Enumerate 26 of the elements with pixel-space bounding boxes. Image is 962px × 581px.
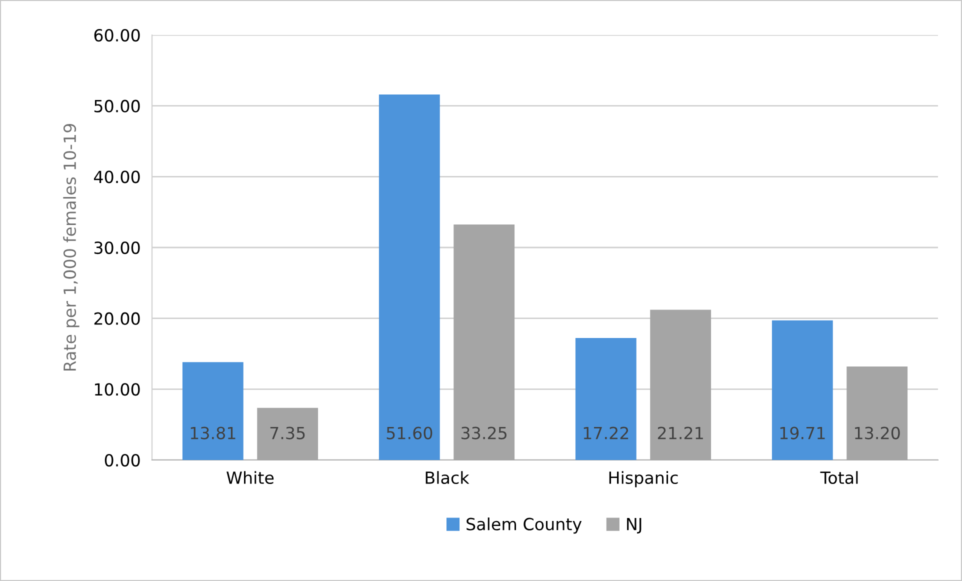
bar: [772, 320, 833, 460]
text: 13.20: [855, 426, 900, 440]
text: 33.25: [462, 426, 506, 440]
x-tick-label: Black: [426, 471, 470, 484]
y-tick-label: 30.00: [94, 241, 140, 254]
bar: [378, 94, 440, 460]
y-tick-label: 50.00: [94, 100, 140, 112]
text: 7.35: [270, 426, 305, 440]
bar: [575, 338, 636, 460]
y-tick-label: 20.00: [94, 312, 140, 325]
y-tick-label: 0.00: [104, 454, 140, 467]
x-tick-label: Hispanic: [609, 471, 678, 488]
text: 51.60: [386, 426, 432, 440]
text: 21.21: [658, 426, 703, 440]
bar: [182, 362, 244, 460]
y-tick-label: 60.00: [94, 28, 140, 42]
text: 17.22: [584, 426, 628, 440]
y-tick-label: 10.00: [95, 383, 140, 396]
legend-label: Salem County: [466, 518, 582, 534]
legend-label: NJ: [627, 518, 642, 534]
x-tick-label: White: [226, 471, 274, 484]
y-tick-label: 40.00: [94, 170, 140, 184]
text: 19.71: [780, 426, 825, 440]
y-axis-title: Rate per 1,000 females 10-19: [63, 124, 80, 371]
x-tick-label: Total: [820, 471, 858, 484]
text: 13.81: [190, 426, 236, 440]
